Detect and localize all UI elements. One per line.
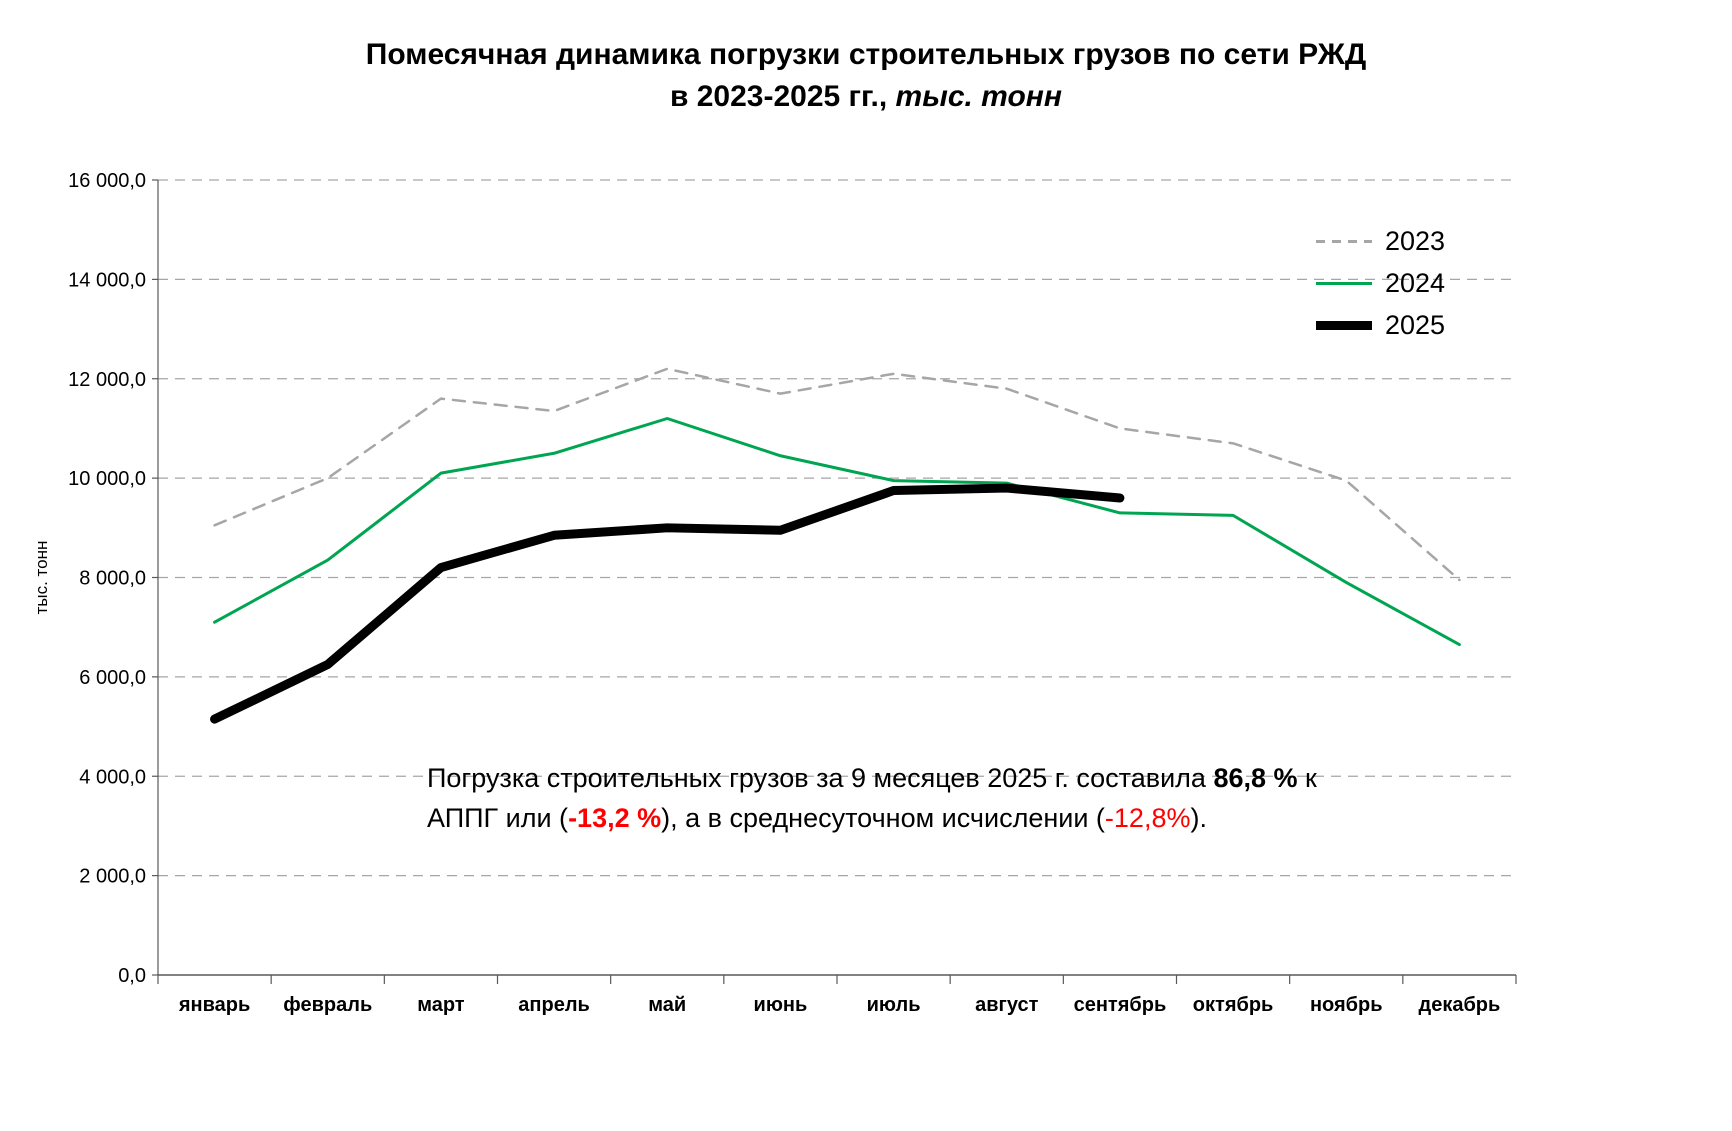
annotation-line2: АППГ или (-13,2 %), а в среднесуточном и… [427, 798, 1317, 838]
y-tick-label: 16 000,0 [68, 170, 146, 192]
y-tick-label: 2 000,0 [79, 866, 146, 888]
legend: 2023 2024 2025 [1316, 220, 1445, 346]
y-tick-label: 6 000,0 [79, 667, 146, 689]
x-tick-label: май [648, 994, 686, 1016]
annotation-percent-bold: 86,8 % [1213, 763, 1298, 793]
annotation-line2-text2: ), а в среднесуточном исчислении ( [661, 803, 1105, 833]
legend-line-sample-2024 [1316, 281, 1372, 285]
x-tick-label: февраль [283, 994, 372, 1016]
x-tick-label: декабрь [1419, 994, 1501, 1016]
y-tick-label: 8 000,0 [79, 568, 146, 590]
annotation-line1-tail: к [1297, 763, 1317, 793]
legend-label-2025: 2025 [1385, 309, 1446, 340]
x-tick-label: сентябрь [1074, 994, 1167, 1016]
y-axis-title: тыс. тонн [32, 541, 51, 615]
y-tick-label: 10 000,0 [68, 468, 146, 490]
annotation-text: Погрузка строительных грузов за 9 месяце… [427, 758, 1317, 838]
legend-item-2023: 2023 [1316, 220, 1445, 262]
annotation-line2-text3: ). [1190, 803, 1207, 833]
x-tick-label: июнь [754, 994, 808, 1016]
y-tick-label: 12 000,0 [68, 369, 146, 391]
y-tick-label: 14 000,0 [68, 269, 146, 291]
chart-title-line2: в 2023-2025 гг., тыс. тонн [0, 76, 1732, 118]
legend-item-2024: 2024 [1316, 262, 1445, 304]
annotation-line1-text: Погрузка строительных грузов за 9 месяце… [427, 763, 1214, 793]
x-tick-label: апрель [518, 994, 590, 1016]
chart-title-units: тыс. тонн [895, 80, 1063, 113]
chart-title: Помесячная динамика погрузки строительны… [0, 34, 1732, 118]
series-line-2024 [213, 417, 1461, 647]
legend-line-sample-2023 [1316, 239, 1372, 243]
legend-label-2023: 2023 [1385, 225, 1446, 256]
series-line-2025 [210, 483, 1125, 724]
x-tick-label: январь [178, 994, 250, 1016]
series-line-2023 [213, 367, 1461, 582]
y-tick-label: 0,0 [118, 965, 146, 987]
legend-label-2024: 2024 [1385, 267, 1446, 298]
x-tick-label: июль [867, 994, 921, 1016]
y-tick-label: 4 000,0 [79, 766, 146, 788]
x-tick-label: август [975, 994, 1038, 1016]
legend-item-2025: 2025 [1316, 304, 1445, 346]
annotation-change-red-bold: -13,2 % [568, 803, 662, 833]
chart-title-line1: Помесячная динамика погрузки строительны… [365, 38, 1367, 71]
chart-title-line2-prefix: в 2023-2025 гг., [669, 80, 896, 113]
annotation-line2-text1: АППГ или ( [427, 803, 569, 833]
annotation-line1: Погрузка строительных грузов за 9 месяце… [427, 758, 1317, 798]
annotation-change-red: -12,8% [1104, 803, 1191, 833]
x-tick-label: ноябрь [1310, 994, 1383, 1016]
x-tick-label: октябрь [1193, 994, 1274, 1016]
x-tick-label: март [417, 994, 465, 1016]
legend-line-sample-2025 [1316, 320, 1372, 330]
